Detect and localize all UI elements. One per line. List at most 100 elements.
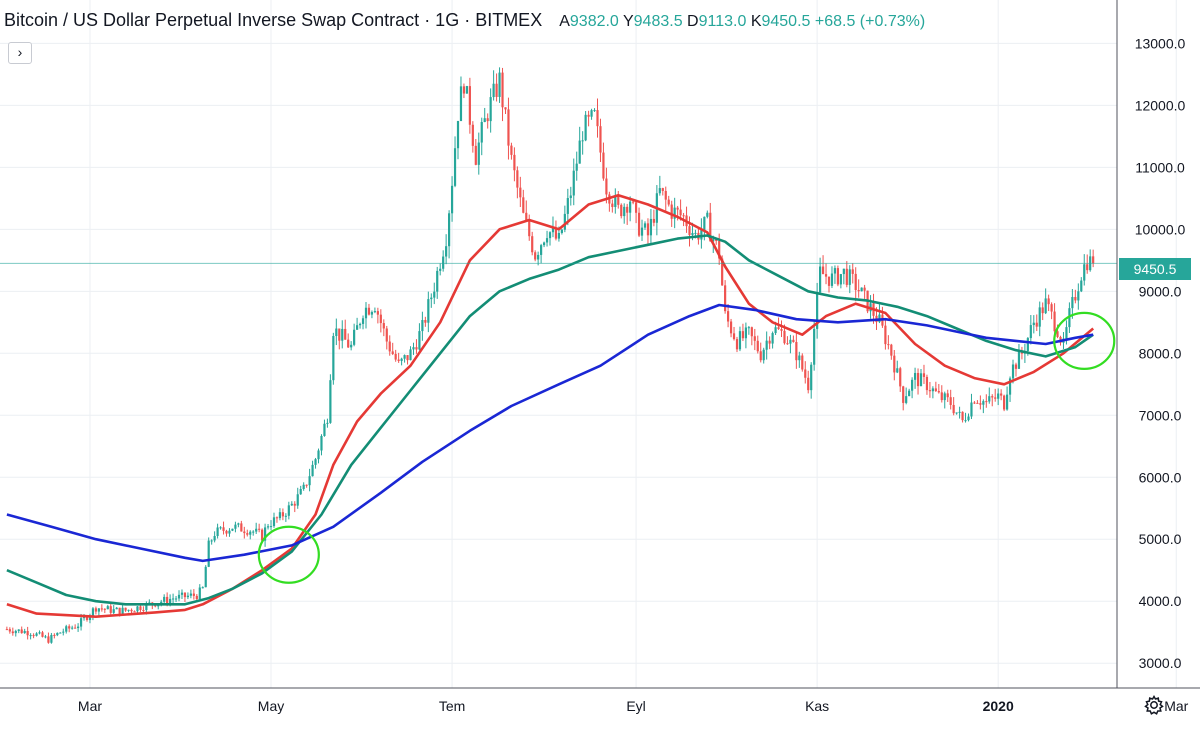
- candle-body: [836, 268, 840, 285]
- candle-body: [489, 97, 492, 122]
- candle-body: [53, 634, 56, 636]
- candle-body: [326, 422, 329, 424]
- candle-body: [474, 145, 477, 165]
- candle-body: [643, 223, 647, 228]
- candle-body: [296, 494, 299, 506]
- time-axis[interactable]: Mar May Tem Eyl Kas 2020 Mar: [78, 698, 1189, 714]
- candle-body: [513, 154, 516, 171]
- candle-body: [890, 344, 893, 356]
- candle-body: [287, 505, 290, 516]
- open-label: A: [559, 13, 570, 30]
- candle-body: [896, 368, 899, 373]
- candle-body: [842, 268, 845, 275]
- candle-body: [376, 311, 379, 315]
- candle-body: [11, 631, 14, 634]
- candle-body: [501, 72, 504, 108]
- change-value: +68.5 (+0.73%): [814, 13, 926, 30]
- candle-body: [593, 110, 596, 112]
- candle-body: [329, 380, 332, 423]
- candle-body: [26, 630, 29, 636]
- candle-body: [830, 273, 834, 286]
- price-tick-label: 6000.0: [1139, 469, 1182, 485]
- candle-body: [750, 327, 753, 337]
- candle-body: [186, 595, 190, 598]
- candle-body: [442, 256, 445, 269]
- candle-body: [955, 412, 958, 414]
- candle-body: [71, 627, 74, 629]
- candle-body: [706, 212, 709, 217]
- candle-body: [827, 276, 831, 286]
- candle-body: [436, 270, 439, 292]
- candle-body: [1083, 264, 1086, 281]
- candle-body: [240, 523, 243, 532]
- candle-body: [174, 598, 178, 600]
- candle-body: [893, 355, 896, 373]
- symbol-title[interactable]: Bitcoin / US Dollar Perpetual Inverse Sw…: [4, 10, 543, 30]
- candle-body: [231, 528, 234, 531]
- candle-body: [448, 213, 451, 247]
- candle-body: [94, 608, 98, 612]
- candle-body: [646, 223, 650, 236]
- candle-body: [661, 188, 664, 191]
- candle-body: [222, 527, 225, 531]
- candle-body: [575, 163, 578, 171]
- candle-body: [703, 216, 706, 230]
- candle-body: [335, 328, 338, 337]
- candle-body: [124, 607, 127, 611]
- candle-body: [602, 152, 605, 179]
- candle-body: [243, 531, 246, 534]
- candle-body: [29, 635, 32, 637]
- candle-body: [166, 596, 169, 603]
- highlight-circle: [1053, 311, 1116, 371]
- candle-body: [344, 328, 347, 340]
- candle-body: [952, 404, 955, 414]
- candle-body: [637, 212, 641, 236]
- candle-body: [415, 347, 418, 350]
- candle-body: [163, 596, 166, 602]
- time-tick-label: Tem: [439, 698, 465, 714]
- candle-body: [50, 634, 53, 643]
- candle-body: [44, 636, 47, 638]
- candle-body: [744, 327, 747, 339]
- candle-body: [596, 110, 599, 127]
- candle-body: [632, 201, 635, 203]
- candle-body: [406, 355, 409, 361]
- candle-body: [545, 238, 549, 243]
- candle-body: [160, 601, 163, 604]
- candle-body: [943, 393, 946, 401]
- candle-body: [949, 397, 952, 405]
- candle-body: [367, 307, 371, 315]
- candle-body: [931, 388, 934, 392]
- candle-body: [77, 626, 80, 629]
- open-value: 9382.0: [569, 13, 619, 30]
- candle-body: [934, 388, 937, 392]
- candle-body: [970, 402, 973, 417]
- candle-body: [397, 359, 400, 361]
- candle-body: [908, 390, 911, 397]
- candle-body: [109, 606, 112, 613]
- candle-body: [640, 227, 644, 236]
- candle-body: [851, 269, 854, 274]
- time-tick-label: Mar: [1164, 698, 1188, 714]
- annotation-layer: [257, 311, 1116, 584]
- candle-body: [937, 391, 940, 393]
- candle-body: [32, 635, 35, 637]
- candle-body: [961, 411, 964, 421]
- candle-body: [584, 114, 587, 141]
- candle-body: [228, 530, 231, 534]
- price-axis[interactable]: 3000.0 4000.0 5000.0 6000.0 7000.0 8000.0 9000…: [1135, 35, 1186, 671]
- candle-body: [59, 632, 62, 634]
- candle-body: [305, 484, 308, 486]
- candle-body: [780, 329, 783, 331]
- candle-body: [269, 526, 273, 528]
- collapse-legend-button[interactable]: ›: [8, 42, 32, 64]
- candle-body: [350, 344, 353, 348]
- candle-body: [471, 124, 474, 146]
- candle-body: [1014, 364, 1018, 369]
- low-value: 9113.0: [698, 13, 747, 30]
- candle-body: [534, 252, 537, 260]
- candle-body: [899, 368, 902, 387]
- gear-icon[interactable]: [1143, 694, 1165, 716]
- candle-body: [967, 416, 970, 421]
